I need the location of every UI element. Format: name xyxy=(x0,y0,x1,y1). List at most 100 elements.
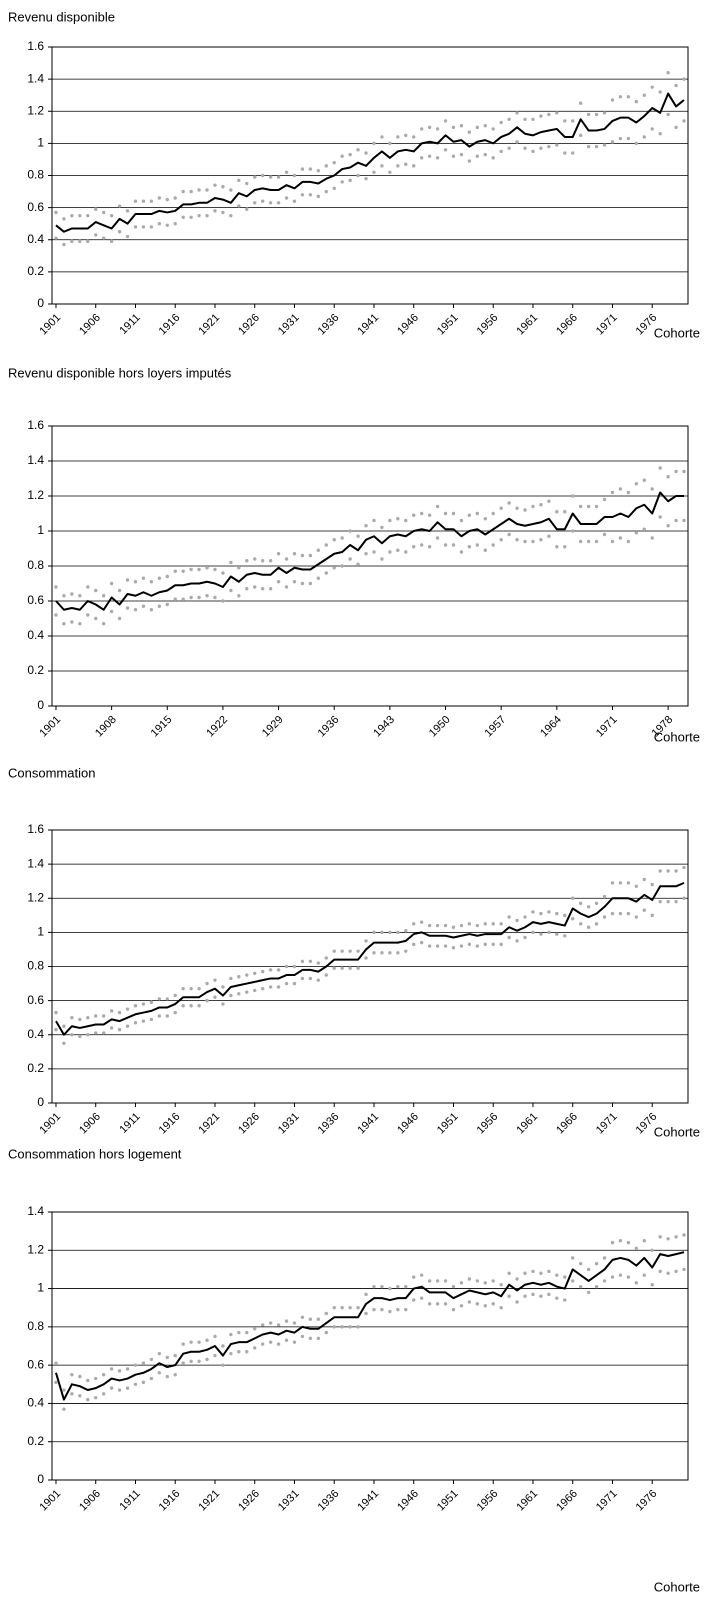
band-dot xyxy=(101,594,106,598)
band-dot xyxy=(133,225,138,229)
band-dot xyxy=(427,154,432,158)
band-dot xyxy=(364,552,368,556)
band-dot xyxy=(125,1367,130,1371)
y-tick-label: 0.4 xyxy=(27,232,44,246)
band-dot xyxy=(94,588,98,593)
band-dot xyxy=(459,944,464,948)
band-dot xyxy=(260,587,265,591)
band-dot xyxy=(459,550,464,554)
band-dot xyxy=(404,1284,408,1289)
band-dot xyxy=(221,210,225,215)
band-dot xyxy=(427,513,432,517)
band-dot xyxy=(173,597,177,601)
x-tick-label: 1936 xyxy=(316,1111,342,1137)
band-dot xyxy=(181,1342,185,1346)
band-dot xyxy=(531,117,535,121)
band-dot xyxy=(523,117,527,121)
band-dot xyxy=(491,1302,495,1306)
x-tick-label: 1921 xyxy=(196,312,222,338)
band-dot xyxy=(173,569,177,573)
y-tick-label: 0.4 xyxy=(27,628,44,642)
chart-title: Consommation xyxy=(8,765,95,780)
band-dot xyxy=(86,1378,90,1383)
y-tick-label: 1.6 xyxy=(27,418,44,432)
band-dot xyxy=(245,1330,249,1335)
band-dot xyxy=(117,204,122,208)
band-dot xyxy=(237,1330,241,1335)
band-dot xyxy=(356,173,360,178)
band-dot xyxy=(404,518,408,523)
band-dot xyxy=(324,571,328,575)
band-dot xyxy=(531,1269,535,1274)
band-dot xyxy=(594,1261,599,1266)
band-dot xyxy=(475,1279,480,1283)
x-tick-label: 1966 xyxy=(554,1111,580,1137)
band-dot xyxy=(253,1346,257,1350)
band-dot xyxy=(404,550,408,554)
band-dot xyxy=(62,217,66,221)
band-dot xyxy=(674,1235,678,1239)
band-dot xyxy=(117,588,122,593)
band-dot xyxy=(642,1239,646,1243)
band-dot xyxy=(125,1007,130,1011)
band-dot xyxy=(507,915,511,919)
band-dot xyxy=(253,971,257,976)
band-dot xyxy=(634,1281,639,1285)
band-dot xyxy=(578,504,583,509)
band-dot xyxy=(682,896,686,900)
band-dot xyxy=(555,143,559,147)
band-dot xyxy=(229,560,233,565)
band-dot xyxy=(443,923,448,928)
band-dot xyxy=(412,545,416,549)
band-dot xyxy=(396,548,400,552)
chart-title: Revenu disponible xyxy=(8,9,115,24)
band-dot xyxy=(523,935,527,940)
band-dot xyxy=(348,529,352,533)
band-dot xyxy=(531,539,535,544)
band-dot xyxy=(54,236,58,240)
band-dot xyxy=(70,213,74,218)
band-dot xyxy=(412,1298,416,1302)
band-dot xyxy=(555,510,559,514)
band-dot xyxy=(499,149,503,154)
band-dot xyxy=(260,969,265,974)
band-dot xyxy=(213,1334,217,1339)
band-dot xyxy=(284,1338,289,1342)
band-dot xyxy=(70,592,74,596)
x-tick-label: 1961 xyxy=(514,1111,540,1137)
band-dot xyxy=(308,1336,313,1341)
band-dot xyxy=(356,562,360,566)
band-dot xyxy=(435,504,440,509)
band-dot xyxy=(571,896,575,900)
band-dot xyxy=(109,1026,114,1030)
band-dot xyxy=(658,1235,662,1239)
band-dot xyxy=(133,1363,138,1367)
band-dot xyxy=(308,193,313,197)
band-dot xyxy=(86,1015,90,1020)
band-dot xyxy=(380,525,384,530)
band-dot xyxy=(475,543,480,547)
x-tick-label: 1936 xyxy=(316,312,342,338)
band-dot xyxy=(578,1284,583,1289)
band-dot xyxy=(157,1351,162,1356)
x-tick-label: 1911 xyxy=(117,1488,142,1513)
y-tick-label: 1.4 xyxy=(27,1204,44,1218)
y-tick-label: 0 xyxy=(37,1095,44,1109)
band-dot xyxy=(571,494,575,498)
band-dot xyxy=(419,1296,424,1300)
band-dot xyxy=(78,1394,82,1398)
band-dot xyxy=(419,543,424,547)
band-dot xyxy=(221,571,225,575)
x-tick-label: 1926 xyxy=(236,1488,262,1514)
band-dot xyxy=(260,559,265,563)
band-dot xyxy=(618,536,623,540)
band-dot xyxy=(435,1279,440,1283)
band-dot xyxy=(555,111,559,115)
band-dot xyxy=(101,622,106,626)
band-dot xyxy=(245,1350,249,1354)
band-dot xyxy=(578,101,583,105)
band-dot xyxy=(435,127,440,131)
band-dot xyxy=(674,469,678,474)
y-tick-label: 0.6 xyxy=(27,993,44,1007)
band-dot xyxy=(316,1336,321,1341)
